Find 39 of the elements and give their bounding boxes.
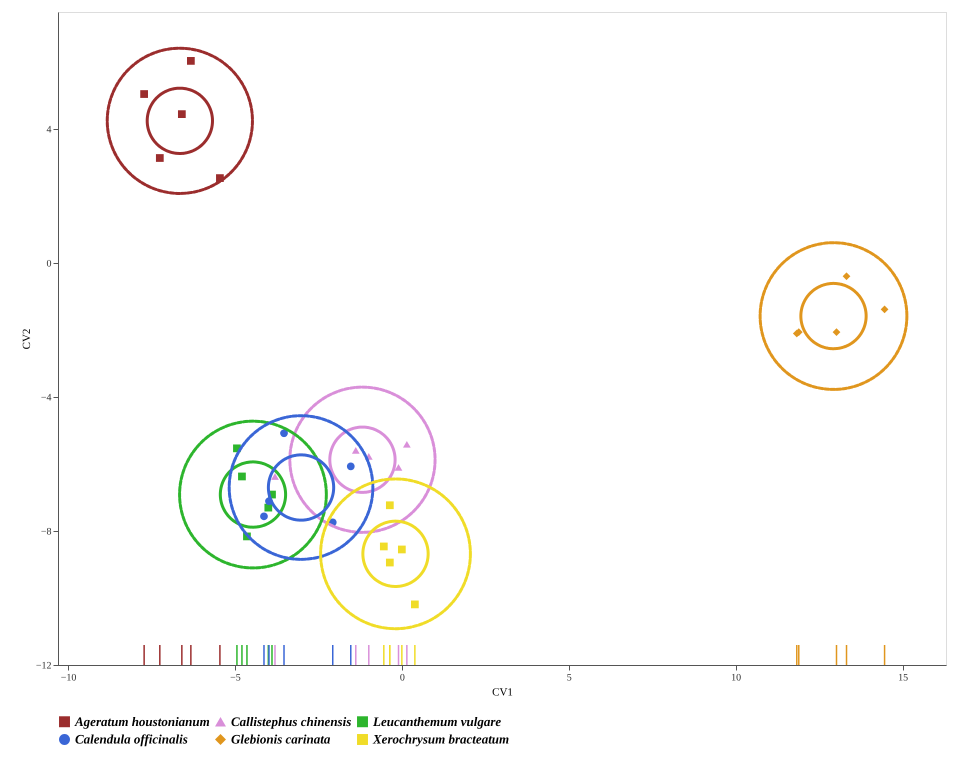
x-tick-label: −10 (60, 672, 76, 684)
point (410, 600, 419, 608)
legend-label: Callistephus chinensis (231, 714, 352, 729)
point (842, 272, 850, 280)
x-tick-label: −5 (230, 672, 241, 684)
x-tick-label: 0 (400, 672, 405, 684)
point (280, 429, 288, 438)
y-tick-label: 4 (46, 124, 52, 136)
x-axis-title: CV1 (492, 686, 513, 698)
point (186, 57, 195, 65)
y-tick-label: −12 (36, 660, 52, 672)
point (386, 501, 394, 510)
y-tick-label: 0 (46, 258, 52, 270)
point (394, 464, 402, 471)
x-tick-label: 15 (898, 672, 908, 684)
point (140, 90, 148, 98)
y-tick-label: −8 (40, 526, 52, 538)
legend-label: Glebionis carinata (231, 732, 331, 746)
x-tick-label: 10 (731, 672, 742, 684)
point (271, 473, 279, 480)
point (880, 305, 888, 314)
legend-label: Xerochrysum bracteatum (372, 732, 510, 746)
y-tick-label: −4 (40, 392, 52, 404)
point (380, 542, 388, 550)
y-axis-title: CV2 (20, 328, 33, 350)
point (352, 446, 360, 454)
x-tick-label: 5 (566, 672, 572, 684)
point (178, 110, 186, 118)
point (386, 558, 394, 566)
point (398, 546, 406, 554)
point (156, 154, 164, 162)
legend-label: Ageratum houstonianum (74, 714, 210, 729)
legend-label: Leucanthemum vulgare (372, 714, 502, 729)
point (238, 472, 246, 480)
point (346, 462, 355, 470)
point (402, 440, 411, 448)
point (832, 328, 840, 336)
point (260, 512, 268, 520)
legend-label: Calendula officinalis (75, 732, 188, 746)
